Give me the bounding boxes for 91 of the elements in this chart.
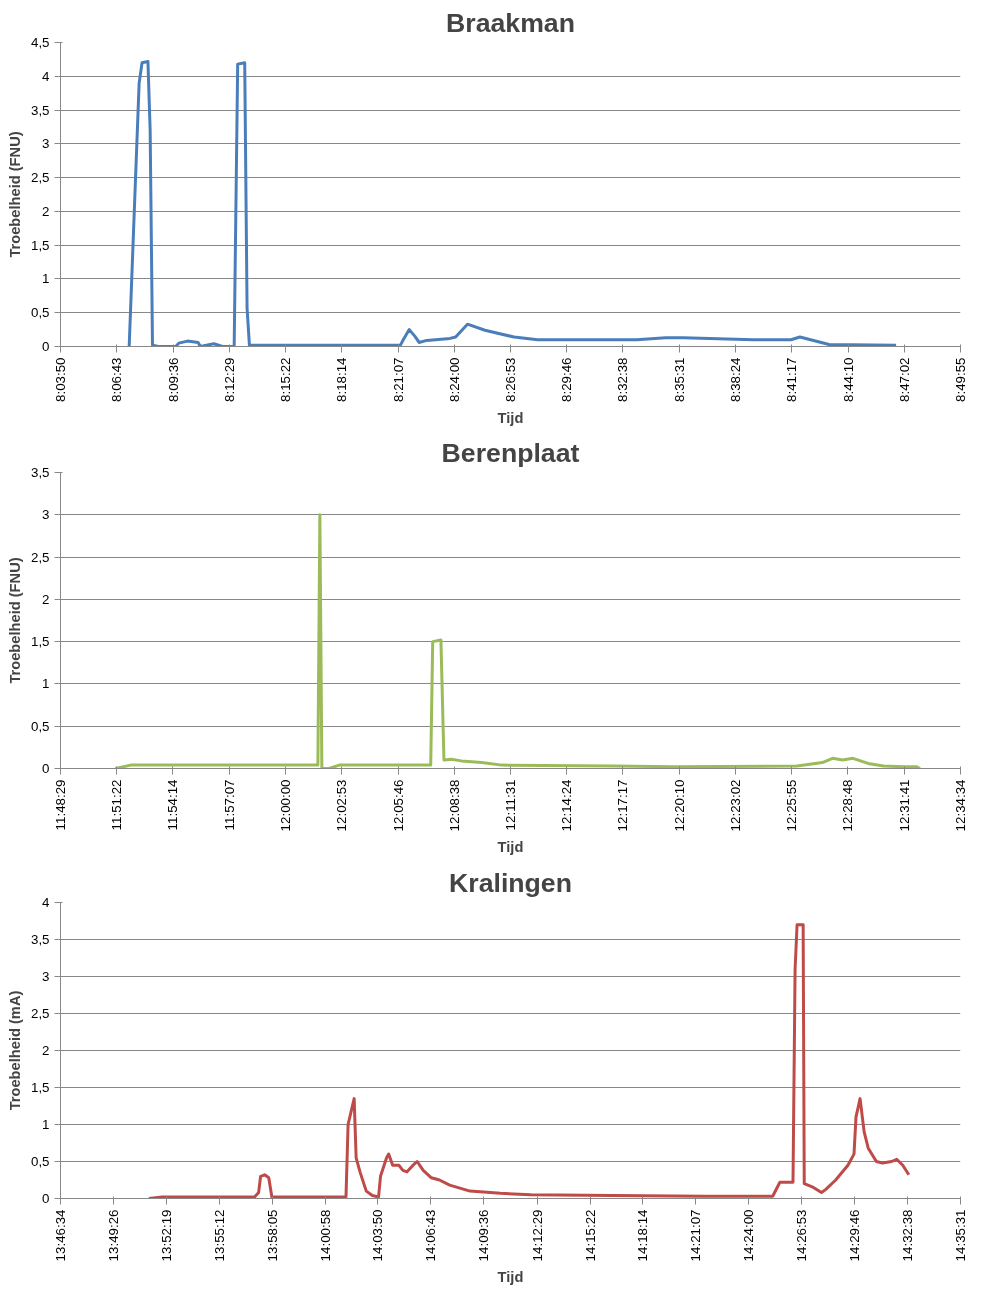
y-tick-label: 3 bbox=[42, 507, 50, 523]
x-tick-label: 13:49:26 bbox=[105, 1209, 121, 1262]
y-axis-title: Troebelheid (FNU) bbox=[6, 557, 23, 684]
x-tick-label: 12:28:48 bbox=[840, 779, 856, 832]
x-axis-title: Tijd bbox=[497, 839, 524, 856]
y-tick-label: 2,5 bbox=[30, 170, 50, 186]
x-axis-title: Tijd bbox=[497, 409, 524, 426]
x-tick-label: 8:26:53 bbox=[503, 357, 519, 402]
x-tick-label: 12:14:24 bbox=[559, 778, 575, 832]
x-tick-label: 14:03:50 bbox=[370, 1209, 386, 1262]
chart-title: Braakman bbox=[446, 7, 575, 38]
x-tick-label: 8:06:43 bbox=[109, 357, 125, 402]
x-tick-label: 12:08:38 bbox=[446, 779, 462, 832]
y-tick-label: 2 bbox=[42, 203, 50, 219]
x-tick-label: 8:12:29 bbox=[221, 357, 237, 402]
y-tick-label: 1,5 bbox=[30, 237, 50, 253]
y-tick-label: 0,5 bbox=[30, 1154, 50, 1169]
y-tick-label: 1,5 bbox=[30, 634, 50, 650]
y-tick-label: 3,5 bbox=[30, 102, 50, 118]
y-tick-label: 1,5 bbox=[30, 1080, 50, 1095]
y-tick-label: 2 bbox=[42, 591, 50, 607]
y-tick-label: 3 bbox=[42, 969, 50, 984]
x-tick-label: 14:12:29 bbox=[529, 1209, 545, 1262]
y-tick-label: 2 bbox=[42, 1043, 50, 1058]
y-tick-label: 1 bbox=[42, 676, 50, 692]
y-tick-label: 4,5 bbox=[30, 35, 50, 50]
x-tick-label: 8:32:38 bbox=[615, 357, 631, 402]
x-tick-label: 13:52:19 bbox=[158, 1209, 174, 1262]
x-tick-label: 14:35:31 bbox=[953, 1209, 968, 1262]
y-tick-label: 0,5 bbox=[30, 718, 50, 734]
x-tick-label: 11:51:22 bbox=[109, 779, 125, 831]
x-tick-label: 12:25:55 bbox=[784, 779, 800, 832]
x-tick-label: 8:29:46 bbox=[559, 357, 575, 402]
y-tick-label: 0 bbox=[42, 1191, 50, 1206]
y-tick-label: 4 bbox=[42, 68, 51, 84]
x-tick-label: 14:21:07 bbox=[688, 1209, 704, 1262]
x-tick-label: 12:00:00 bbox=[277, 779, 293, 832]
y-axis-title: Troebelheid (FNU) bbox=[6, 131, 23, 258]
x-tick-label: 12:02:53 bbox=[334, 779, 350, 832]
x-tick-label: 14:32:38 bbox=[899, 1209, 915, 1262]
x-tick-label: 14:18:14 bbox=[635, 1208, 651, 1262]
x-tick-label: 8:38:24 bbox=[728, 356, 744, 402]
x-tick-label: 14:29:46 bbox=[847, 1209, 863, 1262]
x-tick-label: 8:35:31 bbox=[671, 357, 687, 402]
y-tick-label: 2,5 bbox=[30, 549, 50, 565]
line-series bbox=[113, 513, 922, 769]
x-tick-label: 12:05:46 bbox=[390, 779, 406, 832]
y-tick-label: 2,5 bbox=[30, 1006, 50, 1021]
y-tick-label: 3,5 bbox=[30, 932, 50, 947]
y-tick-label: 0,5 bbox=[30, 305, 50, 321]
y-tick-label: 1 bbox=[42, 271, 50, 287]
x-tick-label: 11:54:14 bbox=[165, 778, 181, 831]
x-tick-label: 14:09:36 bbox=[476, 1209, 492, 1262]
x-tick-label: 8:18:14 bbox=[334, 356, 350, 402]
x-tick-label: 12:17:17 bbox=[615, 779, 631, 832]
x-tick-label: 8:15:22 bbox=[278, 357, 294, 402]
x-tick-label: 12:20:10 bbox=[671, 779, 687, 832]
x-tick-label: 13:55:12 bbox=[211, 1209, 227, 1262]
line-series bbox=[147, 923, 911, 1199]
line-series bbox=[127, 59, 898, 347]
y-tick-label: 3,5 bbox=[30, 465, 50, 480]
y-tick-label: 3 bbox=[42, 136, 50, 152]
chart-title: Berenplaat bbox=[441, 437, 580, 468]
x-tick-label: 8:41:17 bbox=[784, 357, 800, 402]
x-tick-label: 12:11:31 bbox=[502, 779, 518, 831]
x-tick-label: 14:15:22 bbox=[582, 1209, 598, 1262]
x-tick-label: 8:03:50 bbox=[53, 357, 68, 402]
x-tick-label: 14:26:53 bbox=[794, 1209, 810, 1262]
x-tick-label: 11:48:29 bbox=[53, 779, 68, 831]
x-tick-label: 14:06:43 bbox=[423, 1209, 439, 1262]
x-tick-label: 8:49:55 bbox=[953, 357, 968, 402]
x-tick-label: 12:23:02 bbox=[727, 779, 743, 832]
y-axis-title: Troebelheid (mA) bbox=[6, 990, 23, 1111]
x-tick-label: 8:47:02 bbox=[896, 357, 912, 402]
x-tick-label: 13:58:05 bbox=[264, 1209, 280, 1262]
x-tick-label: 12:34:34 bbox=[953, 778, 968, 832]
x-tick-label: 8:44:10 bbox=[840, 357, 856, 402]
y-tick-label: 4 bbox=[42, 895, 51, 910]
x-tick-label: 14:00:58 bbox=[317, 1209, 333, 1262]
x-tick-label: 12:31:41 bbox=[896, 779, 912, 832]
y-tick-label: 1 bbox=[42, 1117, 50, 1132]
chart-title: Kralingen bbox=[449, 867, 572, 898]
x-tick-label: 14:24:00 bbox=[741, 1209, 757, 1262]
x-tick-label: 8:09:36 bbox=[165, 357, 181, 402]
x-tick-label: 8:24:00 bbox=[446, 357, 462, 402]
y-tick-label: 0 bbox=[42, 339, 50, 354]
x-tick-label: 13:46:34 bbox=[53, 1208, 68, 1262]
x-axis-title: Tijd bbox=[497, 1269, 524, 1286]
y-tick-label: 0 bbox=[42, 761, 50, 776]
x-tick-label: 11:57:07 bbox=[221, 779, 237, 831]
x-tick-label: 8:21:07 bbox=[390, 357, 406, 402]
